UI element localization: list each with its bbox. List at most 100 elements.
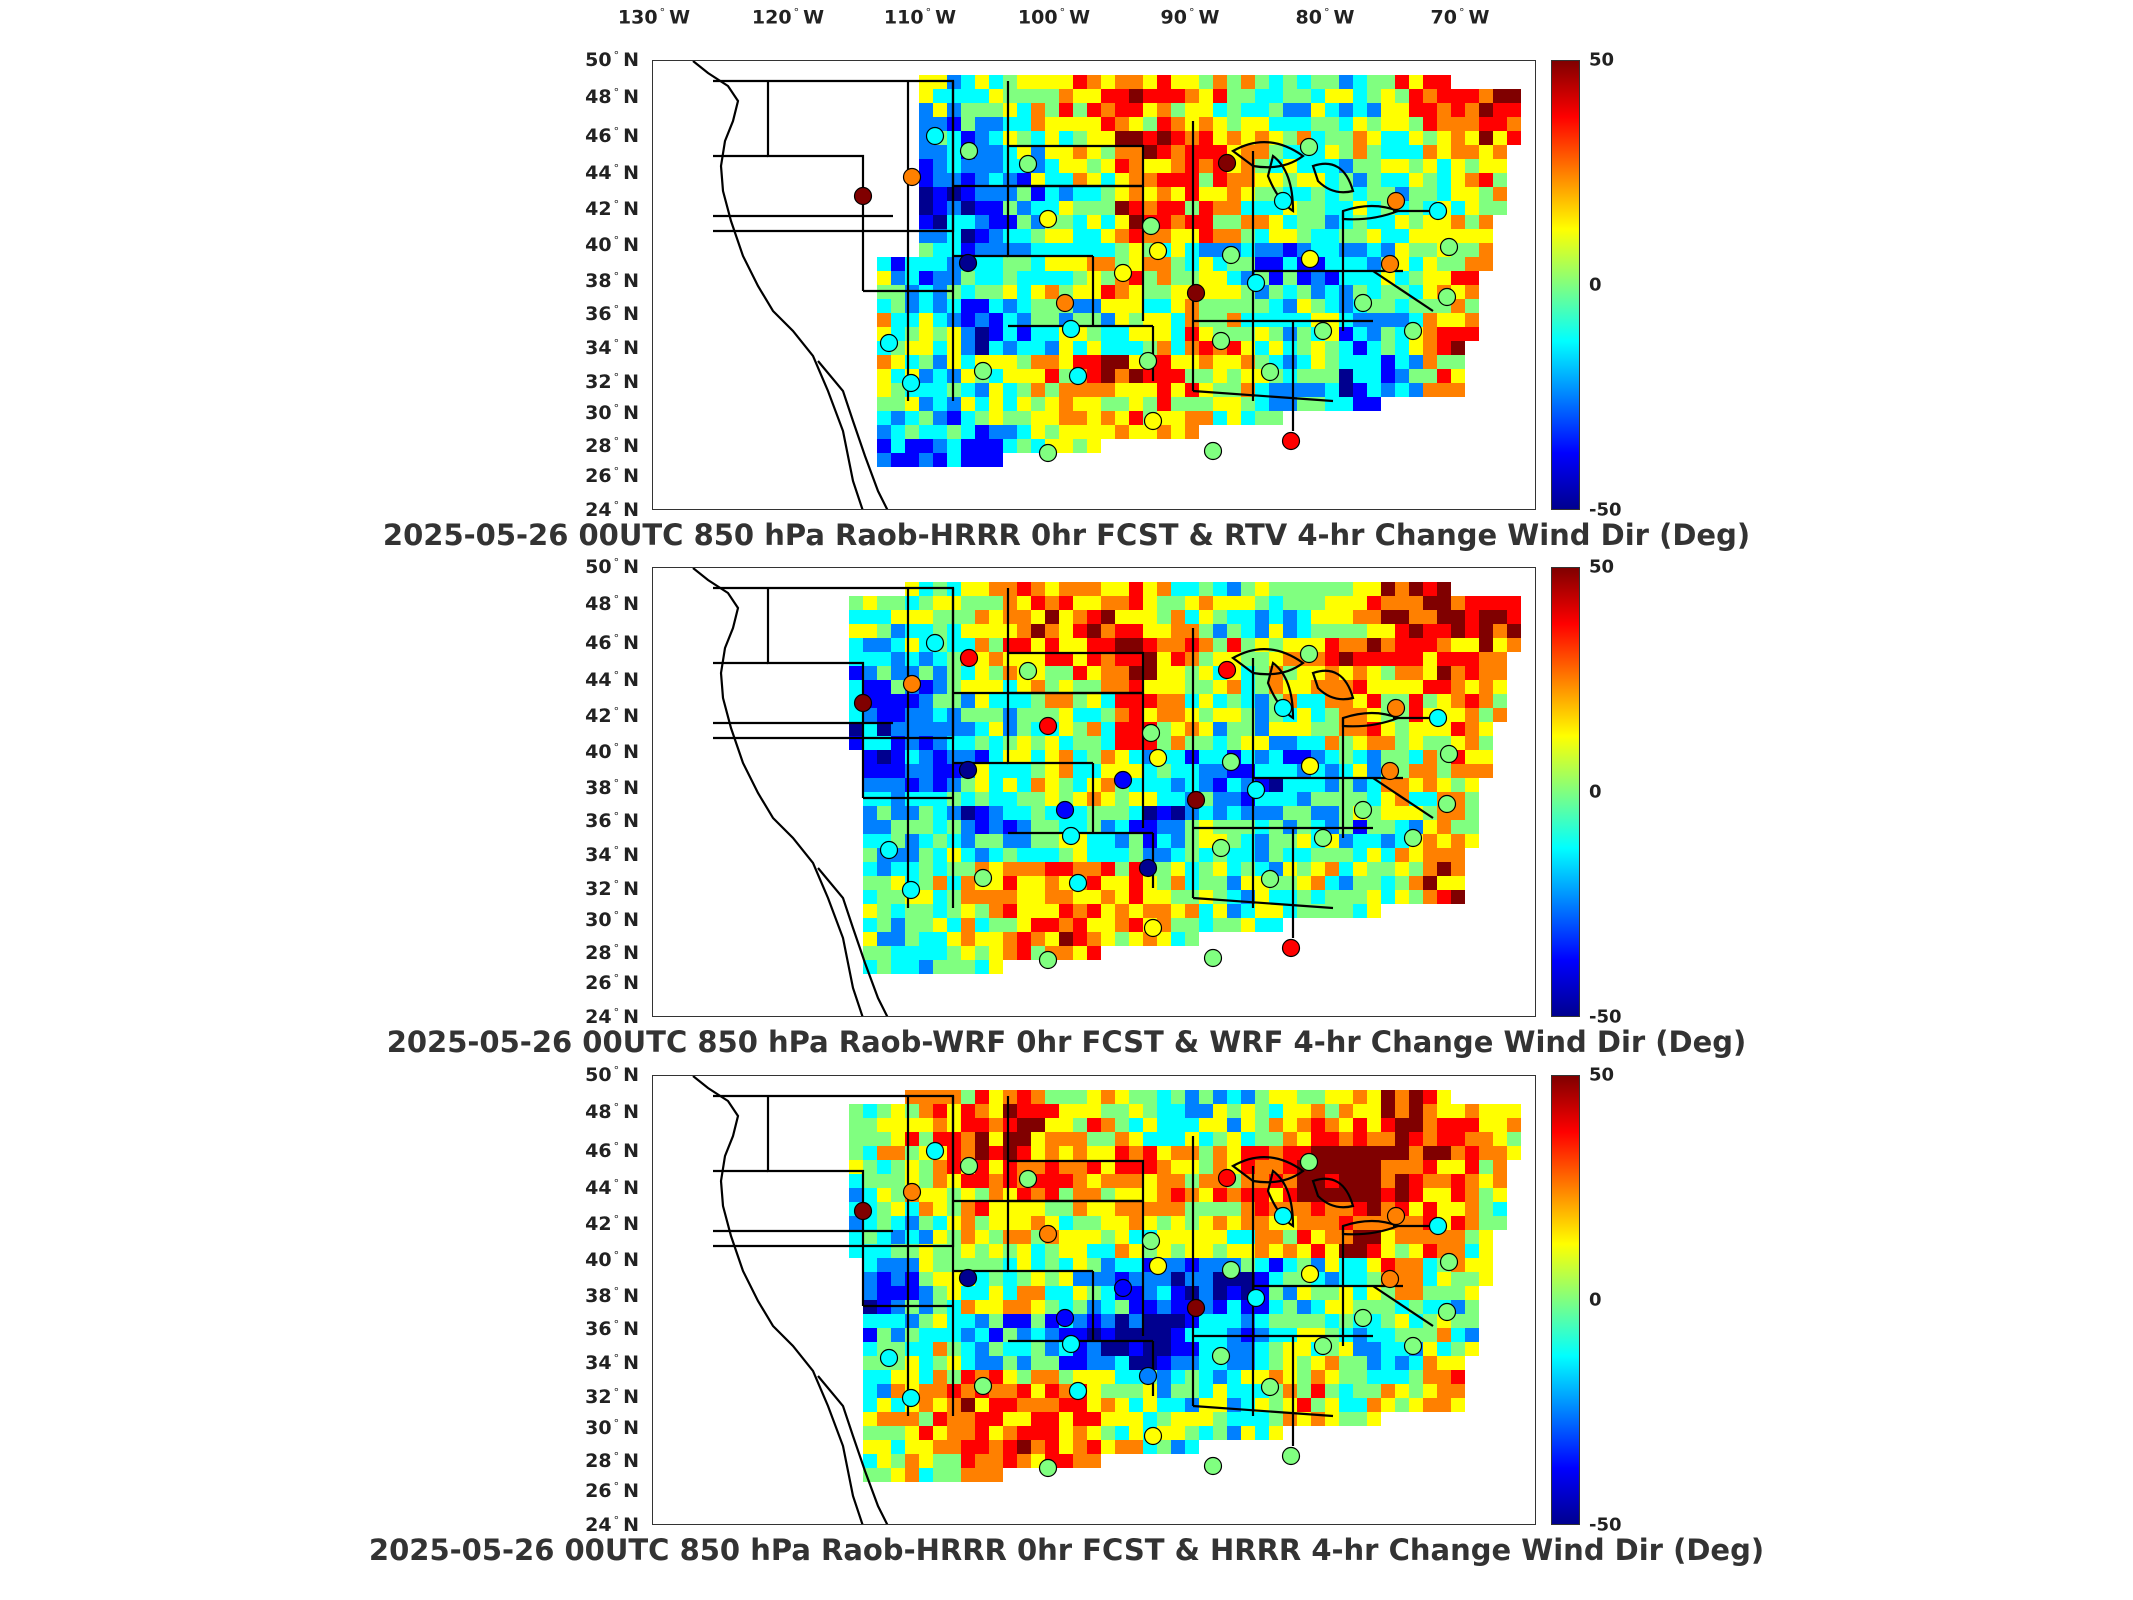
raob-station-marker [1018, 661, 1038, 681]
state-boundary [766, 1096, 865, 1306]
raob-station-marker [1380, 254, 1400, 274]
longitude-label: 120 ° W [751, 6, 825, 29]
latitude-label: 26 ° N [585, 1479, 639, 1503]
latitude-label: 30 ° N [585, 908, 639, 932]
latitude-label: 24 ° N [585, 498, 639, 522]
raob-station-marker [1061, 319, 1081, 339]
great-lake [1266, 1169, 1295, 1229]
raob-station-marker [1186, 790, 1206, 810]
raob-station-marker [1143, 411, 1163, 431]
raob-station-marker [1299, 137, 1319, 157]
raob-station-marker [901, 880, 921, 900]
raob-station-marker [1260, 869, 1280, 889]
colorbar [1551, 1075, 1580, 1525]
raob-station-marker [973, 361, 993, 381]
raob-station-marker [1138, 858, 1158, 878]
raob-station-marker [853, 186, 873, 206]
raob-station-marker [1246, 1288, 1266, 1308]
colorbar-tick: 50 [1589, 556, 1615, 578]
raob-station-marker [1055, 800, 1075, 820]
latitude-label: 40 ° N [585, 233, 639, 257]
raob-station-marker [1211, 1346, 1231, 1366]
latitude-label: 50 ° N [585, 1063, 639, 1087]
latitude-label: 34 ° N [585, 1351, 639, 1375]
colorbar-tick: -50 [1589, 1006, 1622, 1028]
longitude-label: 130 ° W [617, 6, 691, 29]
raob-station-marker [1018, 154, 1038, 174]
latitude-label: 42 ° N [585, 197, 639, 221]
raob-station-marker [1061, 1334, 1081, 1354]
raob-station-marker [1038, 1458, 1058, 1478]
raob-station-marker [1403, 828, 1423, 848]
latitude-label: 26 ° N [585, 464, 639, 488]
raob-station-marker [1061, 826, 1081, 846]
raob-station-marker [1246, 273, 1266, 293]
longitude-label: 70 ° W [1430, 6, 1490, 29]
latitude-label: 46 ° N [585, 124, 639, 148]
raob-station-marker [1281, 1446, 1301, 1466]
latitude-label: 40 ° N [585, 1248, 639, 1272]
panel-title: 2025-05-26 00UTC 850 hPa Raob-HRRR 0hr F… [382, 518, 1751, 552]
longitude-label: 100 ° W [1017, 6, 1091, 29]
raob-station-marker [1439, 237, 1459, 257]
raob-station-marker [1313, 321, 1333, 341]
latitude-label: 44 ° N [585, 161, 639, 185]
raob-station-marker [1300, 756, 1320, 776]
latitude-label: 46 ° N [585, 1139, 639, 1163]
raob-station-marker [1148, 1256, 1168, 1276]
latitude-label: 26 ° N [585, 971, 639, 995]
latitude-label: 48 ° N [585, 592, 639, 616]
latitude-label: 38 ° N [585, 1284, 639, 1308]
raob-station-marker [1211, 838, 1231, 858]
raob-station-marker [1055, 293, 1075, 313]
wind-direction-field [692, 568, 1521, 1016]
raob-station-marker [973, 1376, 993, 1396]
raob-station-marker [1437, 1302, 1457, 1322]
raob-station-marker [1148, 748, 1168, 768]
raob-station-marker [1055, 1308, 1075, 1328]
latitude-label: 40 ° N [585, 740, 639, 764]
raob-station-marker [1203, 948, 1223, 968]
colorbar-tick: 50 [1589, 1064, 1615, 1086]
raob-station-marker [1113, 263, 1133, 283]
latitude-label: 32 ° N [585, 370, 639, 394]
great-lake [1341, 711, 1401, 728]
great-lake [1311, 1177, 1355, 1209]
raob-station-marker [1403, 1336, 1423, 1356]
latitude-label: 30 ° N [585, 1416, 639, 1440]
latitude-label: 36 ° N [585, 1317, 639, 1341]
raob-station-marker [879, 1348, 899, 1368]
latitude-label: 36 ° N [585, 809, 639, 833]
raob-station-marker [1313, 828, 1333, 848]
raob-station-marker [925, 633, 945, 653]
latitude-label: 42 ° N [585, 704, 639, 728]
colorbar [1551, 567, 1580, 1017]
state-boundary [1192, 896, 1334, 910]
state-boundary [766, 81, 865, 291]
great-lake [1230, 1156, 1305, 1184]
raob-station-marker [925, 1141, 945, 1161]
latitude-label: 48 ° N [585, 1100, 639, 1124]
great-lake [1230, 141, 1305, 169]
latitude-label: 34 ° N [585, 336, 639, 360]
map-panel-2: 50 ° N 48 ° N 46 ° N 44 ° N 42 ° N 40 ° N 38 ° N 36 ° N 34 ° N 32 ° N… [0, 556, 2133, 1067]
raob-station-marker [1113, 770, 1133, 790]
great-lake [1230, 648, 1305, 676]
longitude-label: 110 ° W [883, 6, 957, 29]
raob-station-marker [1186, 1298, 1206, 1318]
raob-station-marker [1068, 873, 1088, 893]
colorbar-tick: -50 [1589, 1514, 1622, 1536]
raob-station-marker [958, 1268, 978, 1288]
raob-station-marker [1018, 1169, 1038, 1189]
raob-station-marker [1068, 366, 1088, 386]
coastline [692, 1076, 864, 1524]
longitude-label: 90 ° W [1160, 6, 1220, 29]
great-lake [1266, 661, 1295, 721]
raob-station-marker [879, 840, 899, 860]
state-boundary [1192, 389, 1334, 403]
raob-station-marker [973, 868, 993, 888]
raob-station-marker [959, 141, 979, 161]
latitude-label: 36 ° N [585, 302, 639, 326]
colorbar-tick: 0 [1589, 1289, 1602, 1311]
colorbar [1551, 60, 1580, 510]
